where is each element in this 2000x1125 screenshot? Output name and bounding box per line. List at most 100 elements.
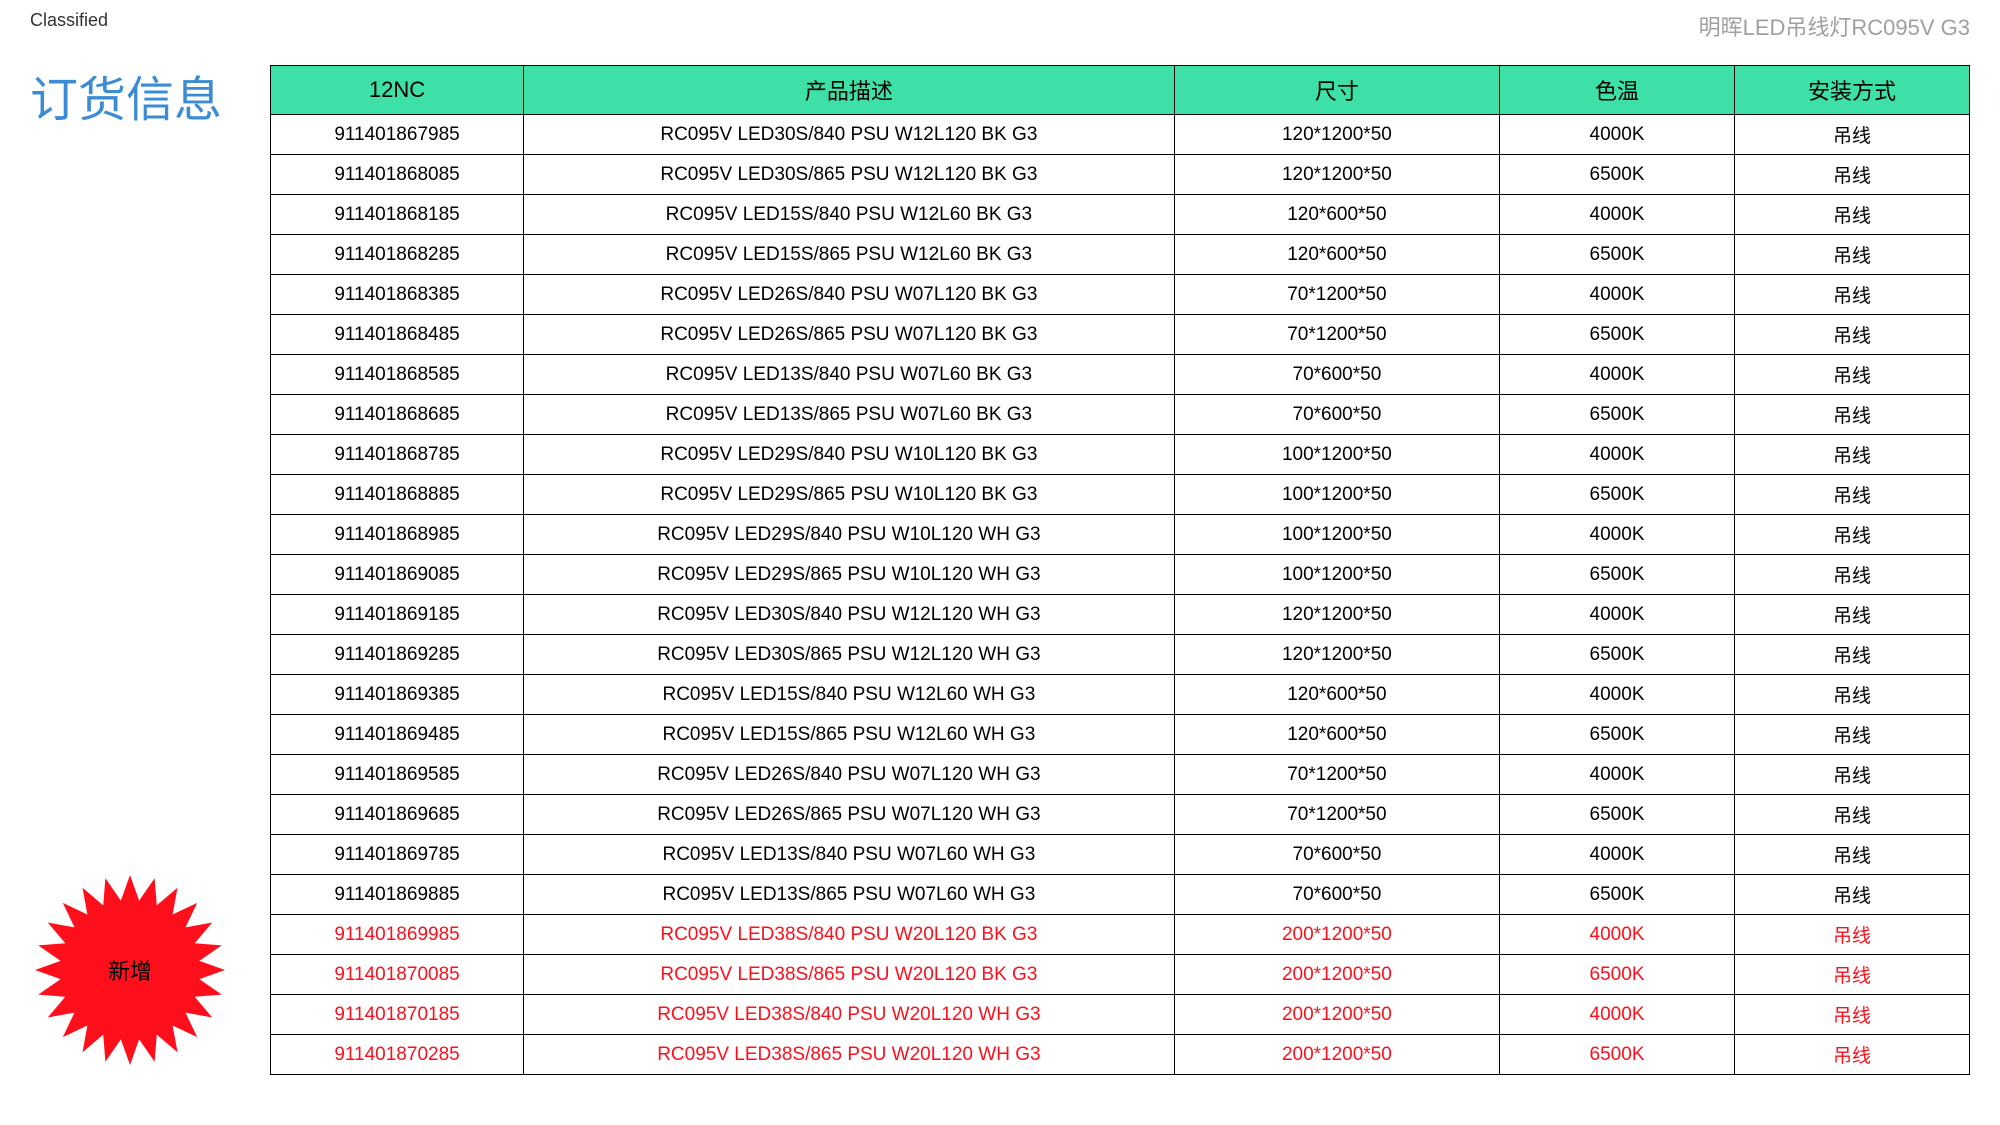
table-row: 911401868285RC095V LED15S/865 PSU W12L60… — [271, 235, 1970, 275]
table-cell: 911401869685 — [271, 795, 524, 835]
table-cell: 911401870285 — [271, 1035, 524, 1075]
table-cell: 6500K — [1500, 715, 1735, 755]
table-cell: 吊线 — [1735, 195, 1970, 235]
new-starburst-badge: 新增 — [30, 870, 230, 1070]
table-cell: RC095V LED13S/840 PSU W07L60 WH G3 — [524, 835, 1175, 875]
table-row: 911401869285RC095V LED30S/865 PSU W12L12… — [271, 635, 1970, 675]
table-cell: 120*600*50 — [1174, 235, 1499, 275]
table-cell: 6500K — [1500, 875, 1735, 915]
table-row: 911401869985RC095V LED38S/840 PSU W20L12… — [271, 915, 1970, 955]
table-cell: 吊线 — [1735, 275, 1970, 315]
table-row: 911401867985RC095V LED30S/840 PSU W12L12… — [271, 115, 1970, 155]
table-cell: RC095V LED38S/840 PSU W20L120 BK G3 — [524, 915, 1175, 955]
table-cell: 4000K — [1500, 355, 1735, 395]
table-header-cell: 尺寸 — [1174, 66, 1499, 115]
table-cell: 911401870085 — [271, 955, 524, 995]
table-cell: 4000K — [1500, 995, 1735, 1035]
table-cell: RC095V LED29S/865 PSU W10L120 WH G3 — [524, 555, 1175, 595]
table-cell: 70*600*50 — [1174, 835, 1499, 875]
table-cell: 120*600*50 — [1174, 195, 1499, 235]
table-row: 911401870185RC095V LED38S/840 PSU W20L12… — [271, 995, 1970, 1035]
table-header-cell: 色温 — [1500, 66, 1735, 115]
table-cell: RC095V LED26S/865 PSU W07L120 BK G3 — [524, 315, 1175, 355]
table-cell: RC095V LED26S/840 PSU W07L120 WH G3 — [524, 755, 1175, 795]
table-cell: 4000K — [1500, 675, 1735, 715]
table-row: 911401869085RC095V LED29S/865 PSU W10L12… — [271, 555, 1970, 595]
table-cell: 4000K — [1500, 915, 1735, 955]
table-cell: 911401869285 — [271, 635, 524, 675]
table-cell: 200*1200*50 — [1174, 995, 1499, 1035]
table-cell: 吊线 — [1735, 995, 1970, 1035]
table-cell: 911401869385 — [271, 675, 524, 715]
table-cell: 200*1200*50 — [1174, 1035, 1499, 1075]
table-cell: 吊线 — [1735, 395, 1970, 435]
table-cell: 911401870185 — [271, 995, 524, 1035]
table-cell: 6500K — [1500, 795, 1735, 835]
table-cell: 吊线 — [1735, 915, 1970, 955]
table-cell: 6500K — [1500, 955, 1735, 995]
table-header-cell: 产品描述 — [524, 66, 1175, 115]
table-cell: 100*1200*50 — [1174, 435, 1499, 475]
table-cell: 4000K — [1500, 595, 1735, 635]
table-cell: 911401869185 — [271, 595, 524, 635]
table-cell: RC095V LED13S/865 PSU W07L60 BK G3 — [524, 395, 1175, 435]
table-cell: 70*1200*50 — [1174, 275, 1499, 315]
table-cell: 70*1200*50 — [1174, 795, 1499, 835]
table-cell: 吊线 — [1735, 635, 1970, 675]
table-cell: 911401869885 — [271, 875, 524, 915]
table-row: 911401868585RC095V LED13S/840 PSU W07L60… — [271, 355, 1970, 395]
order-info-table: 12NC产品描述尺寸色温安装方式 911401867985RC095V LED3… — [270, 65, 1970, 1075]
table-row: 911401869785RC095V LED13S/840 PSU W07L60… — [271, 835, 1970, 875]
table-cell: RC095V LED13S/865 PSU W07L60 WH G3 — [524, 875, 1175, 915]
table-cell: 120*600*50 — [1174, 675, 1499, 715]
product-title: 明晖LED吊线灯RC095V G3 — [1699, 10, 1970, 42]
table-cell: 4000K — [1500, 435, 1735, 475]
order-info-table-wrap: 12NC产品描述尺寸色温安装方式 911401867985RC095V LED3… — [270, 65, 1970, 1075]
table-row: 911401869685RC095V LED26S/865 PSU W07L12… — [271, 795, 1970, 835]
table-row: 911401869885RC095V LED13S/865 PSU W07L60… — [271, 875, 1970, 915]
table-cell: 911401868485 — [271, 315, 524, 355]
table-cell: 6500K — [1500, 635, 1735, 675]
table-cell: 70*1200*50 — [1174, 315, 1499, 355]
classified-label: Classified — [30, 10, 108, 31]
table-cell: 吊线 — [1735, 355, 1970, 395]
table-row: 911401868185RC095V LED15S/840 PSU W12L60… — [271, 195, 1970, 235]
table-cell: 吊线 — [1735, 555, 1970, 595]
table-cell: RC095V LED29S/865 PSU W10L120 BK G3 — [524, 475, 1175, 515]
table-cell: 吊线 — [1735, 235, 1970, 275]
table-cell: RC095V LED26S/865 PSU W07L120 WH G3 — [524, 795, 1175, 835]
table-cell: 120*1200*50 — [1174, 155, 1499, 195]
table-cell: 70*600*50 — [1174, 875, 1499, 915]
table-row: 911401869585RC095V LED26S/840 PSU W07L12… — [271, 755, 1970, 795]
table-cell: 4000K — [1500, 835, 1735, 875]
table-cell: 100*1200*50 — [1174, 475, 1499, 515]
table-cell: 吊线 — [1735, 595, 1970, 635]
table-cell: 120*1200*50 — [1174, 595, 1499, 635]
table-cell: 911401868285 — [271, 235, 524, 275]
table-cell: RC095V LED30S/840 PSU W12L120 BK G3 — [524, 115, 1175, 155]
table-cell: 6500K — [1500, 395, 1735, 435]
table-cell: 吊线 — [1735, 1035, 1970, 1075]
table-cell: 100*1200*50 — [1174, 555, 1499, 595]
table-cell: 4000K — [1500, 275, 1735, 315]
table-cell: 4000K — [1500, 195, 1735, 235]
table-row: 911401870285RC095V LED38S/865 PSU W20L12… — [271, 1035, 1970, 1075]
table-body: 911401867985RC095V LED30S/840 PSU W12L12… — [271, 115, 1970, 1075]
table-cell: 911401868885 — [271, 475, 524, 515]
table-row: 911401869385RC095V LED15S/840 PSU W12L60… — [271, 675, 1970, 715]
table-cell: 吊线 — [1735, 435, 1970, 475]
table-row: 911401869485RC095V LED15S/865 PSU W12L60… — [271, 715, 1970, 755]
table-row: 911401868885RC095V LED29S/865 PSU W10L12… — [271, 475, 1970, 515]
table-cell: 6500K — [1500, 155, 1735, 195]
table-cell: 4000K — [1500, 115, 1735, 155]
table-cell: 4000K — [1500, 515, 1735, 555]
table-cell: 吊线 — [1735, 755, 1970, 795]
table-header-cell: 安装方式 — [1735, 66, 1970, 115]
table-row: 911401870085RC095V LED38S/865 PSU W20L12… — [271, 955, 1970, 995]
table-cell: 911401868985 — [271, 515, 524, 555]
table-cell: 200*1200*50 — [1174, 915, 1499, 955]
table-cell: 911401868785 — [271, 435, 524, 475]
table-cell: 911401869985 — [271, 915, 524, 955]
table-cell: 100*1200*50 — [1174, 515, 1499, 555]
table-cell: 911401868685 — [271, 395, 524, 435]
